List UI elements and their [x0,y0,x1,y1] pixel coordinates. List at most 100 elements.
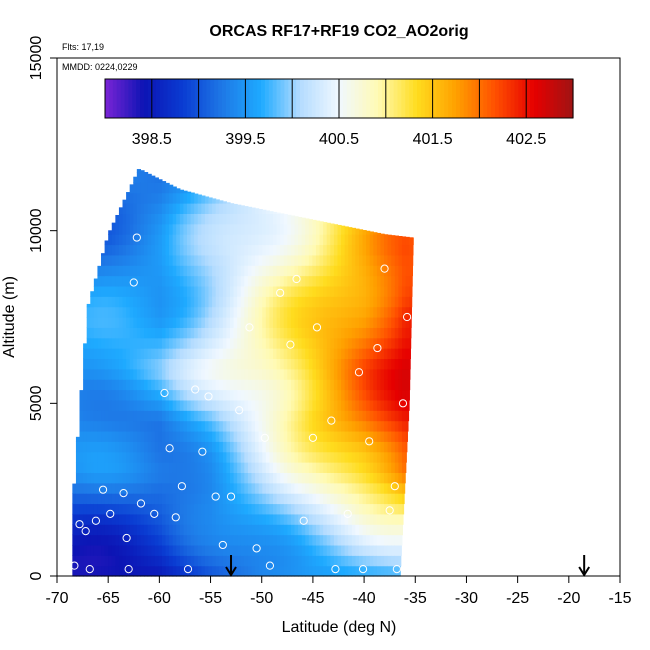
heatmap-cell [161,337,167,349]
heatmap-cell [358,317,364,328]
heatmap-cell [118,379,124,391]
heatmap-cell [369,285,374,297]
heatmap-cell [222,223,228,235]
heatmap-cell [323,441,328,453]
heatmap-cell [319,482,324,494]
colorbar-swatch [132,79,137,118]
heatmap-cell [376,555,382,567]
heatmap-cell [176,265,181,277]
heatmap-cell [190,192,195,194]
heatmap-cell [244,472,249,484]
heatmap-cell [126,254,131,266]
heatmap-cell [93,399,99,411]
heatmap-cell [276,296,281,308]
heatmap-cell [147,534,152,546]
heatmap-cell [387,441,392,453]
heatmap-cell [118,493,124,505]
heatmap-cell [154,472,159,484]
heatmap-cell [269,524,274,536]
date-note: MMDD: 0224,0229 [62,62,138,72]
heatmap-cell [255,513,260,525]
heatmap-cell [229,472,235,484]
heatmap-cell [111,337,116,349]
heatmap-cell [122,441,127,453]
heatmap-cell [366,462,371,473]
heatmap-cell [301,462,306,473]
heatmap-cell [294,503,299,515]
heatmap-cell [272,534,278,546]
heatmap-cell [204,265,210,277]
heatmap-cell [269,410,274,422]
heatmap-cell [251,254,256,266]
heatmap-cell [326,306,331,318]
heatmap-cell [362,327,367,339]
heatmap-cell [140,244,145,256]
heatmap-cell [208,358,213,370]
heatmap-cell [104,472,109,484]
heatmap-cell [122,285,127,297]
heatmap-cell [179,534,185,546]
heatmap-cell [208,513,213,525]
heatmap-cell [165,544,170,556]
heatmap-cell [358,379,364,391]
heatmap-cell [240,234,245,246]
heatmap-cell [122,213,127,225]
heatmap-cell [258,534,263,546]
heatmap-cell [129,462,134,473]
heatmap-cell [169,254,174,266]
heatmap-cell [240,348,245,360]
heatmap-cell [247,234,253,246]
heatmap-cell [154,430,159,442]
heatmap-cell [133,482,138,494]
heatmap-cell [222,358,228,370]
heatmap-cell [344,389,349,401]
heatmap-cell [398,275,403,287]
heatmap-cell [315,317,321,328]
heatmap-cell [290,379,296,391]
heatmap-cell [133,306,138,318]
heatmap-cell [154,337,159,349]
heatmap-cell [172,186,177,194]
heatmap-cell [90,291,95,297]
heatmap-cell [283,493,288,505]
heatmap-cell [79,555,84,567]
heatmap-cell [369,503,374,515]
heatmap-cell [237,306,242,318]
heatmap-cell [97,451,102,463]
sample-point [373,343,382,353]
heatmap-cell [244,430,249,442]
heatmap-cell [140,275,145,287]
heatmap-cell [212,306,217,318]
heatmap-cell [233,524,238,536]
heatmap-cell [251,348,256,360]
heatmap-cell [373,265,378,277]
heatmap-cell [373,306,378,318]
heatmap-cell [204,524,210,536]
heatmap-cell [136,203,142,214]
heatmap-cell [118,441,124,453]
heatmap-cell [312,368,317,380]
heatmap-cell [251,430,256,442]
heatmap-cell [111,358,116,370]
heatmap-cell [283,244,288,256]
heatmap-cell [108,306,113,318]
heatmap-cell [176,462,181,473]
heatmap-cell [183,244,188,256]
heatmap-cell [312,379,317,391]
heatmap-cell [111,222,116,225]
heatmap-cell [219,399,224,411]
heatmap-cell [323,234,328,246]
heatmap-cell [315,555,321,567]
heatmap-cell [355,228,360,235]
heatmap-cell [204,196,210,204]
heatmap-cell [283,337,288,349]
heatmap-cell [111,410,116,422]
heatmap-cell [219,513,224,525]
heatmap-cell [269,482,274,494]
heatmap-cell [151,503,156,515]
heatmap-cell [258,234,263,246]
heatmap-cell [187,534,192,546]
heatmap-cell [136,482,142,494]
heatmap-cell [255,223,260,235]
heatmap-cell [358,327,364,339]
